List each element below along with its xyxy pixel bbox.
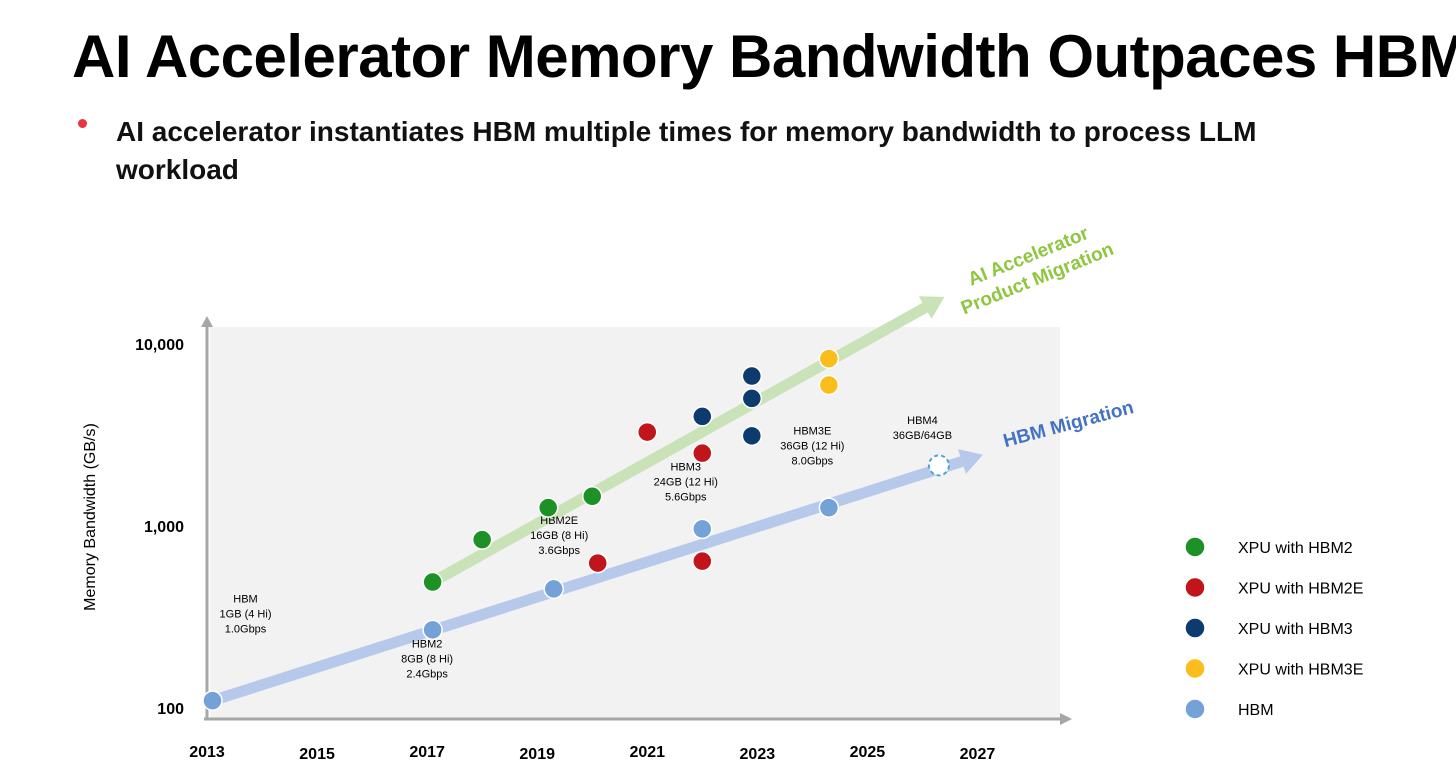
point-xpu-with-hbm3 bbox=[692, 406, 713, 427]
point-xpu-with-hbm2 bbox=[581, 486, 603, 507]
point-xpu-with-hbm2e bbox=[637, 421, 658, 443]
annotation-line: 2.4Gbps bbox=[406, 668, 448, 680]
legend-marker-xpu-with-hbm2 bbox=[1184, 536, 1206, 558]
point-xpu-with-hbm3 bbox=[741, 365, 763, 387]
point-hbm bbox=[692, 518, 713, 540]
annotation-line: HBM4 bbox=[907, 415, 938, 427]
annotation-hbm2: HBM2 8GB (8 Hi) 2.4Gbps bbox=[401, 638, 453, 680]
annotation-line: 5.6Gbps bbox=[665, 491, 707, 503]
annotation-line: 36GB/64GB bbox=[893, 430, 952, 442]
hbm-migration-arrow-shaft bbox=[210, 456, 964, 706]
annotation-line: HBM2 bbox=[412, 638, 443, 650]
accelerator-migration-label: AI AcceleratorProduct Migration bbox=[949, 217, 1117, 320]
annotation-hbm3: HBM3 24GB (12 Hi) 5.6Gbps bbox=[654, 461, 718, 503]
annotation-line: 16GB (8 Hi) bbox=[530, 530, 588, 542]
point-xpu-with-hbm3e bbox=[818, 348, 840, 369]
y-tick-label: 1,000 bbox=[144, 519, 184, 536]
annotation-hbm: HBM 1GB (4 Hi) 1.0Gbps bbox=[220, 594, 272, 636]
annotation-hbm4: HBM4 36GB/64GB bbox=[893, 415, 952, 442]
x-tick-label: 2021 bbox=[629, 744, 665, 761]
legend-label-xpu-with-hbm3e: XPU with HBM3E bbox=[1238, 662, 1363, 679]
point-xpu-with-hbm3 bbox=[741, 425, 763, 447]
x-tick-label: 2015 bbox=[299, 746, 335, 763]
legend-label-xpu-with-hbm2: XPU with HBM2 bbox=[1238, 540, 1353, 557]
legend-label-hbm: HBM bbox=[1238, 702, 1274, 719]
point-xpu-with-hbm2 bbox=[537, 497, 559, 518]
x-tick-label: 2023 bbox=[740, 746, 776, 763]
annotation-line: HBM2E bbox=[540, 515, 578, 527]
legend-marker-xpu-with-hbm3e bbox=[1184, 657, 1206, 680]
ai-accelerator-product-migration-arrow-shaft bbox=[429, 302, 928, 587]
bullet-dot bbox=[78, 119, 87, 128]
point-xpu-with-hbm2e bbox=[692, 550, 713, 572]
x-tick-label: 2027 bbox=[960, 746, 996, 763]
legend-marker-xpu-with-hbm3 bbox=[1184, 617, 1206, 639]
x-axis-arrowhead bbox=[1060, 713, 1072, 725]
annotation-line: HBM3E bbox=[793, 426, 831, 438]
annotation-line: HBM bbox=[233, 594, 257, 606]
point-xpu-with-hbm2e bbox=[692, 442, 713, 464]
annotation-hbm2e: HBM2E 16GB (8 Hi) 3.6Gbps bbox=[530, 515, 588, 557]
annotation-hbm3e: HBM3E 36GB (12 Hi) 8.0Gbps bbox=[780, 426, 844, 468]
point-xpu-with-hbm3e bbox=[818, 374, 840, 396]
hbm-migration-arrowhead bbox=[958, 449, 983, 474]
x-tick-label: 2017 bbox=[409, 744, 445, 761]
legend-marker-hbm bbox=[1184, 698, 1206, 720]
point-hbm bbox=[422, 619, 443, 641]
point-hbm bbox=[818, 497, 840, 518]
point-xpu-with-hbm2 bbox=[471, 529, 493, 550]
annotation-line: 3.6Gbps bbox=[538, 545, 580, 557]
point-xpu-with-hbm2 bbox=[422, 571, 443, 593]
point-hbm bbox=[202, 690, 223, 711]
x-tick-label: 2019 bbox=[519, 746, 555, 763]
annotation-line: 1GB (4 Hi) bbox=[220, 609, 272, 621]
legend-label-xpu-with-hbm3: XPU with HBM3 bbox=[1238, 621, 1353, 638]
annotation-line: 1.0Gbps bbox=[225, 624, 267, 636]
ai-accelerator-product-migration-arrowhead bbox=[918, 296, 945, 319]
page-title: AI Accelerator Memory Bandwidth Outpaces… bbox=[72, 23, 1456, 90]
annotation-line: 8.0Gbps bbox=[792, 456, 834, 468]
x-tick-label: 2025 bbox=[850, 744, 886, 761]
annotation-line: 36GB (12 Hi) bbox=[780, 441, 844, 453]
annotation-line: 8GB (8 Hi) bbox=[401, 653, 453, 665]
y-tick-label: 10,000 bbox=[135, 337, 184, 354]
point-hbm4-projected bbox=[927, 454, 950, 477]
y-axis-arrowhead bbox=[201, 316, 213, 327]
y-axis-title: Memory Bandwidth (GB/s) bbox=[82, 423, 99, 611]
x-tick-label: 2013 bbox=[189, 744, 225, 761]
point-xpu-with-hbm2e bbox=[587, 552, 608, 574]
point-hbm bbox=[543, 578, 564, 600]
y-tick-label: 100 bbox=[157, 701, 184, 718]
legend-marker-xpu-with-hbm2e bbox=[1184, 576, 1206, 599]
annotation-line: HBM3 bbox=[670, 461, 701, 473]
point-xpu-with-hbm3 bbox=[741, 388, 763, 409]
bullet-text: AI accelerator instantiates HBM multiple… bbox=[116, 116, 1257, 185]
annotation-line: 24GB (12 Hi) bbox=[654, 476, 718, 488]
legend-label-xpu-with-hbm2e: XPU with HBM2E bbox=[1238, 581, 1363, 598]
